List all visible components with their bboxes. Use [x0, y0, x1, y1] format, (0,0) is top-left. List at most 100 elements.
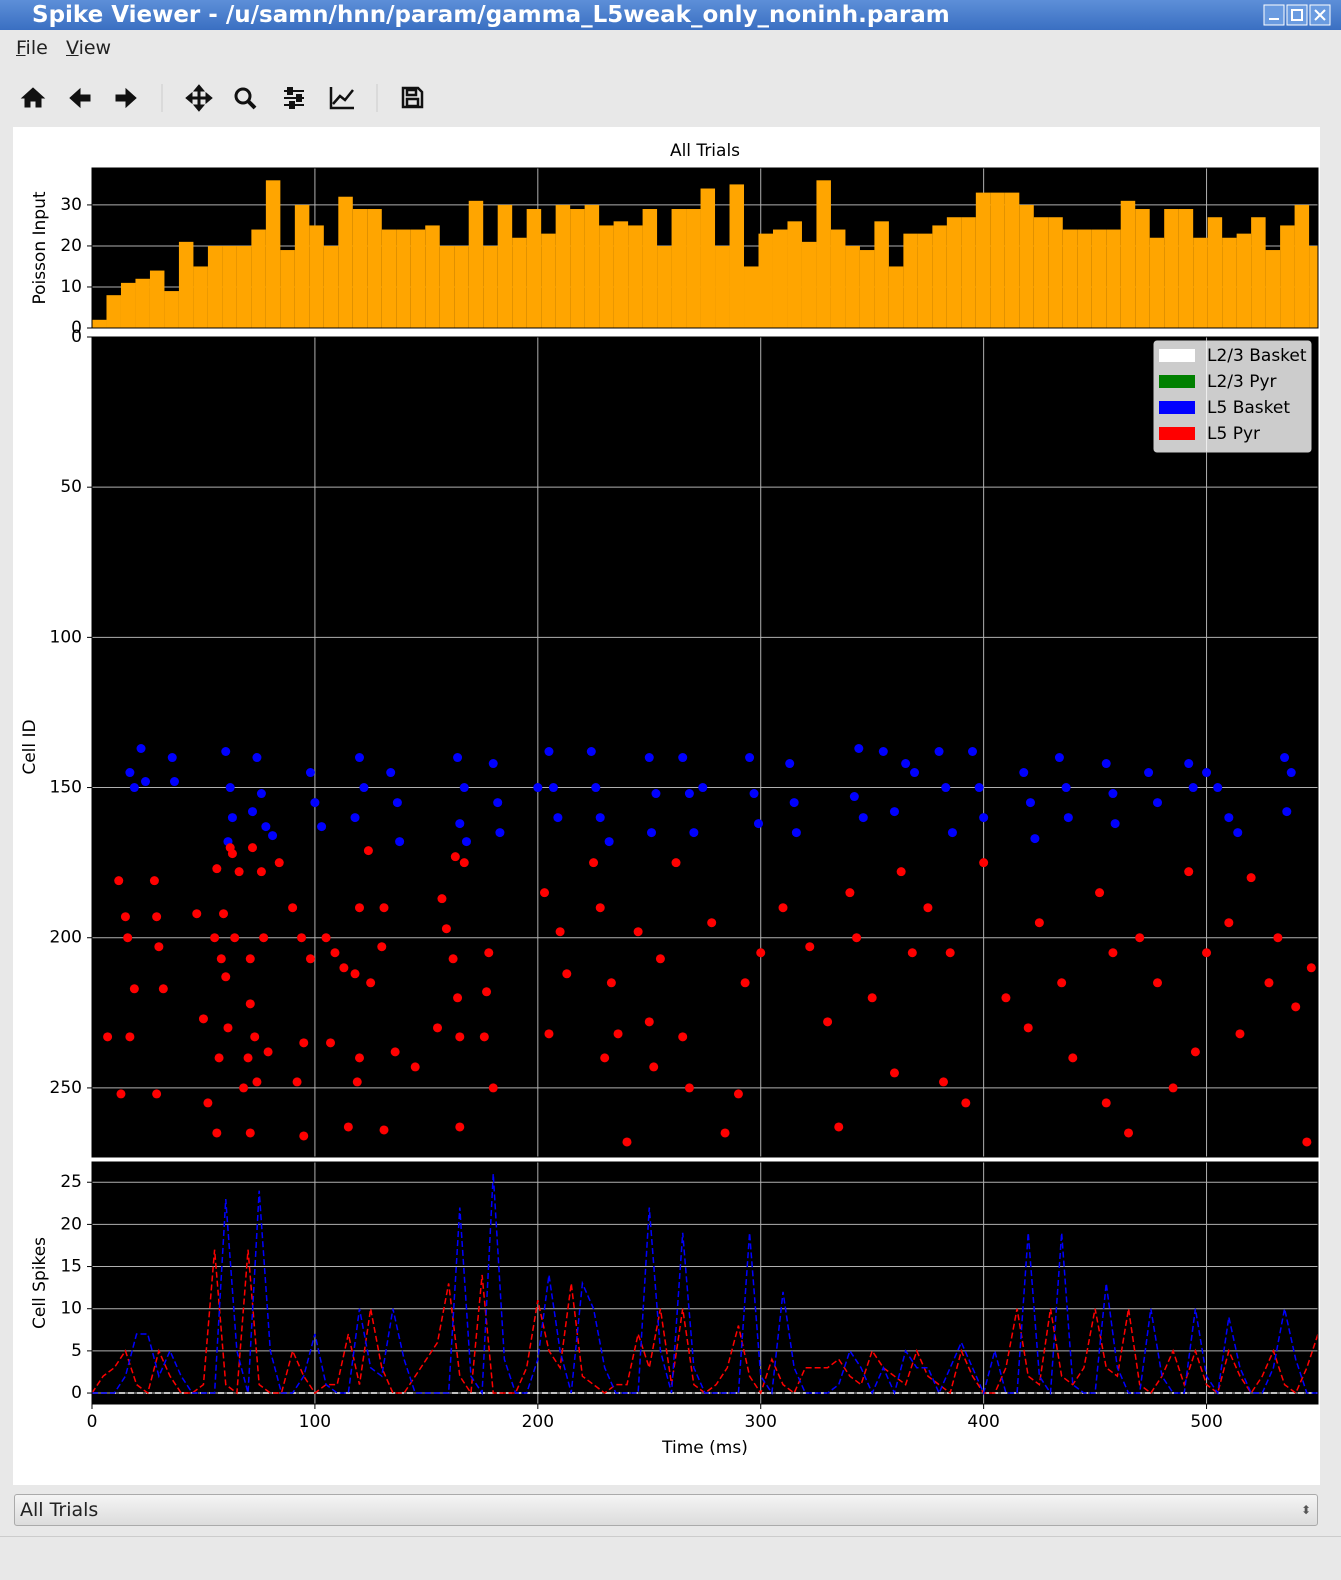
histogram-bar [758, 233, 773, 328]
spike-dot [979, 858, 989, 868]
configure-button[interactable] [284, 87, 304, 109]
spike-count-line [92, 1173, 1318, 1396]
legend-swatch [1159, 401, 1195, 414]
spike-dot [158, 984, 168, 994]
spike-dot [613, 1029, 623, 1039]
spike-dot [1184, 867, 1194, 877]
spike-dot [544, 1029, 554, 1039]
legend-swatch [1159, 427, 1195, 440]
spike-dot [553, 813, 563, 823]
spike-dot [689, 828, 699, 838]
spike-dot [245, 954, 255, 964]
spike-dot [437, 894, 447, 904]
histogram-bar [570, 209, 585, 328]
spike-dot [805, 942, 815, 952]
pan-button[interactable] [185, 84, 213, 112]
menu-item[interactable]: File [16, 37, 48, 59]
histogram-bar [772, 229, 788, 328]
histogram-bar [323, 245, 339, 328]
spike-dot [459, 858, 469, 868]
home-button[interactable] [20, 87, 46, 108]
spike-dot [1019, 768, 1029, 778]
y-tick-label: 0 [71, 1383, 82, 1403]
spike-dot [326, 1038, 336, 1048]
forward-button[interactable] [115, 87, 137, 109]
spike-dot [647, 828, 657, 838]
spike-dot [216, 954, 226, 964]
spike-dot [651, 789, 661, 799]
histogram-bar [178, 241, 194, 328]
histogram-bar [410, 229, 426, 328]
spike-dot [453, 753, 463, 763]
spike-dot [212, 1128, 222, 1138]
legend-box [1153, 340, 1312, 453]
spike-dot [292, 1077, 302, 1087]
legend-swatch [1159, 349, 1195, 362]
histogram-bar [729, 184, 745, 328]
y-tick-label: 250 [50, 1078, 82, 1098]
spike-dot [386, 768, 396, 778]
spike-dot [297, 933, 307, 943]
spike-dot [698, 783, 708, 793]
spike-dot [1101, 1098, 1111, 1108]
y-tick-label: 100 [50, 627, 82, 647]
zoom-button[interactable] [234, 87, 257, 110]
histogram-bar [439, 245, 455, 328]
histogram-bar [888, 266, 904, 328]
histogram-bar [468, 200, 484, 328]
axes-button[interactable] [329, 87, 354, 110]
spike-dot [947, 828, 957, 838]
menu-item[interactable]: View [66, 37, 112, 59]
spike-dot [219, 909, 229, 919]
spike-dot [720, 1128, 730, 1138]
y-tick-label: 200 [50, 928, 82, 948]
trial-dropdown[interactable]: All Trials ⬍ [14, 1494, 1318, 1526]
spike-dot [379, 1125, 389, 1135]
spike-dot [482, 987, 492, 997]
y-tick-label: 20 [60, 236, 82, 256]
spike-dot [1188, 783, 1198, 793]
histogram-bar [236, 245, 252, 328]
histogram-bar [381, 229, 397, 328]
y-tick-label: 20 [60, 1214, 82, 1234]
spike-dot [684, 789, 694, 799]
spike-dot [192, 909, 202, 919]
spike-dot [123, 933, 133, 943]
spike-dot [1153, 798, 1163, 808]
spike-dot [221, 972, 231, 982]
status-bar [0, 1536, 1341, 1580]
spike-dot [896, 867, 906, 877]
spike-dot [354, 903, 364, 913]
spike-dot [245, 1128, 255, 1138]
spike-dot [604, 837, 614, 847]
histogram-bar [396, 229, 411, 328]
x-tick-label: 400 [967, 1412, 999, 1432]
spike-dot [1282, 807, 1292, 817]
y-tick-label: 10 [60, 277, 82, 297]
spike-dot [461, 837, 471, 847]
spike-dot [455, 1032, 465, 1042]
spike-dot [379, 903, 389, 913]
spike-dot [823, 1017, 833, 1027]
save-button[interactable] [401, 86, 424, 109]
histogram-bar [1309, 245, 1318, 328]
spike-dot [247, 843, 257, 853]
spike-dot [1224, 918, 1234, 928]
spike-dot [785, 759, 795, 769]
spike-dot [459, 783, 469, 793]
window-buttons[interactable] [1263, 4, 1333, 26]
histogram-bar [874, 221, 889, 328]
histogram-bar [917, 233, 933, 328]
histogram-bar [1149, 237, 1165, 328]
dropdown-arrow: ⬍ [1300, 1503, 1311, 1517]
back-button[interactable] [69, 87, 91, 109]
spike-dot [448, 954, 458, 964]
spike-dot [129, 984, 139, 994]
histogram-bar [497, 204, 513, 328]
histogram-bar [1265, 250, 1281, 328]
histogram-bar [975, 192, 991, 328]
spike-dot [1168, 1083, 1178, 1093]
spike-dot [453, 993, 463, 1003]
spike-dot [1110, 819, 1120, 829]
